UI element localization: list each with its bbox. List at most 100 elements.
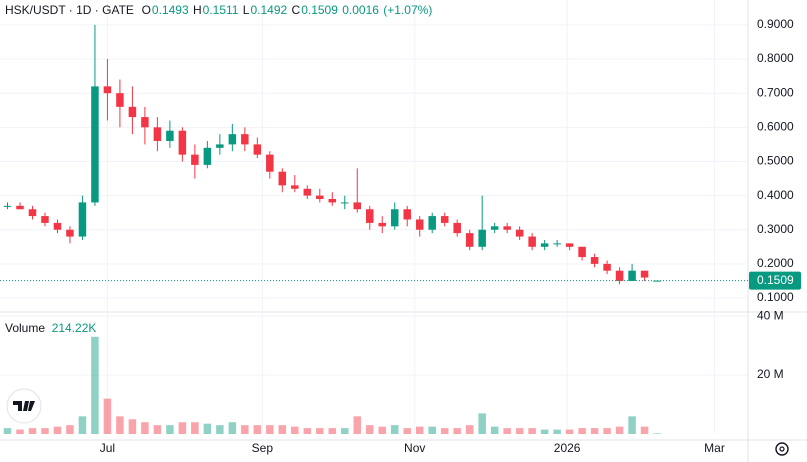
x-tick-label: Mar [704, 441, 725, 455]
candle-body [603, 263, 611, 271]
volume-bar [403, 428, 411, 434]
symbol-header: HSK/USDT · 1D · GATE O0.1493 H0.1511 L0.… [5, 3, 433, 17]
candle-body [428, 216, 436, 230]
volume-bar [578, 428, 586, 434]
volume-bar [291, 426, 299, 434]
candle-body [241, 134, 249, 145]
symbol[interactable]: HSK/USDT · 1D · GATE [5, 3, 134, 17]
volume-bar [515, 428, 524, 434]
last-price-label: 0.1509 [757, 273, 794, 287]
volume-name: Volume [5, 321, 46, 335]
ohlc-label: O [141, 3, 151, 17]
candle-body [640, 270, 649, 278]
candle-body [28, 209, 37, 217]
candle-body [291, 185, 299, 189]
candle-body [66, 229, 74, 237]
volume-tick-label: 40 M [757, 308, 784, 322]
volume-bar [628, 416, 636, 434]
candle-body [565, 243, 574, 247]
volume-bar [590, 428, 599, 434]
volume-bar [178, 422, 187, 434]
candle-body [253, 144, 262, 155]
close-value: 0.1509 [301, 3, 338, 17]
candle-body [503, 226, 511, 230]
volume-bar [191, 422, 199, 434]
high-value: 0.1511 [202, 3, 239, 17]
candle-body [353, 202, 362, 210]
candle-body [128, 106, 137, 118]
volume-bar [228, 422, 237, 434]
candle-body [153, 127, 162, 141]
gear[interactable] [775, 442, 789, 456]
candle-body [53, 222, 62, 230]
y-tick-label: 0.3000 [757, 222, 794, 236]
y-tick-label: 0.1000 [757, 290, 794, 304]
ohlc-label: L [242, 3, 250, 17]
volume-bar [390, 425, 399, 434]
y-tick-label: 0.5000 [757, 154, 794, 168]
ohlc-label: H [192, 3, 202, 17]
candle-body [91, 86, 99, 203]
candle-body [3, 205, 12, 207]
y-tick-label: 0.9000 [757, 17, 794, 31]
volume-bar [503, 428, 511, 434]
volume-bar [241, 425, 249, 434]
volume-bar [28, 428, 37, 434]
volume-bar [440, 428, 449, 434]
low-value: 0.1492 [250, 3, 288, 17]
candle-body [178, 130, 187, 155]
volume-bar [303, 428, 312, 434]
volume-bar [490, 426, 499, 434]
volume-bar [378, 426, 386, 434]
candle-body [440, 216, 449, 223]
volume-bar [91, 336, 99, 434]
candle-body [378, 222, 386, 227]
volume-bar [478, 413, 486, 434]
volume-bar [316, 428, 324, 434]
candle-body [78, 202, 87, 237]
x-tick-label: Nov [404, 441, 425, 455]
candle-body [228, 134, 237, 145]
candle-body [390, 209, 399, 227]
candle-body [453, 222, 461, 234]
candle-body [103, 86, 112, 94]
volume-bar [153, 425, 162, 434]
volume-bar [141, 422, 149, 434]
volume-bar [203, 423, 212, 434]
candle-body [528, 236, 536, 247]
y-tick-label: 0.6000 [757, 119, 794, 133]
candle-body [478, 229, 486, 247]
volume-bar [166, 425, 174, 434]
candle-body [166, 130, 174, 141]
gear-hub [779, 446, 785, 452]
tv-logo[interactable] [6, 388, 42, 424]
candle-body [540, 243, 549, 247]
volume-bar [53, 426, 62, 434]
y-tick-label: 0.2000 [757, 256, 794, 270]
change-percent: (+1.07%) [383, 3, 433, 17]
candle-body [16, 205, 24, 210]
y-tick-label: 0.4000 [757, 188, 794, 202]
volume-bar [565, 429, 574, 434]
volume-bar [353, 416, 362, 434]
volume-bar [116, 416, 124, 434]
settings-icon[interactable] [775, 442, 789, 456]
x-tick-label: Jul [100, 441, 115, 455]
volume-bar [3, 428, 12, 434]
volume-header: Volume 214.22K [5, 321, 96, 335]
volume-bar [266, 425, 274, 434]
volume-bar [66, 425, 74, 434]
change: 0.0016 [342, 3, 379, 17]
candle-body [203, 147, 212, 165]
candle-body [278, 171, 287, 186]
volume-bar [465, 425, 474, 434]
volume-bar [540, 429, 549, 434]
volume-bar [278, 425, 287, 434]
volume-bar [528, 428, 536, 434]
candle-body [590, 257, 599, 264]
candle-body [216, 144, 224, 148]
candle-body [191, 154, 199, 165]
x-tick-label: Sep [252, 441, 274, 455]
candle-body [366, 209, 374, 223]
